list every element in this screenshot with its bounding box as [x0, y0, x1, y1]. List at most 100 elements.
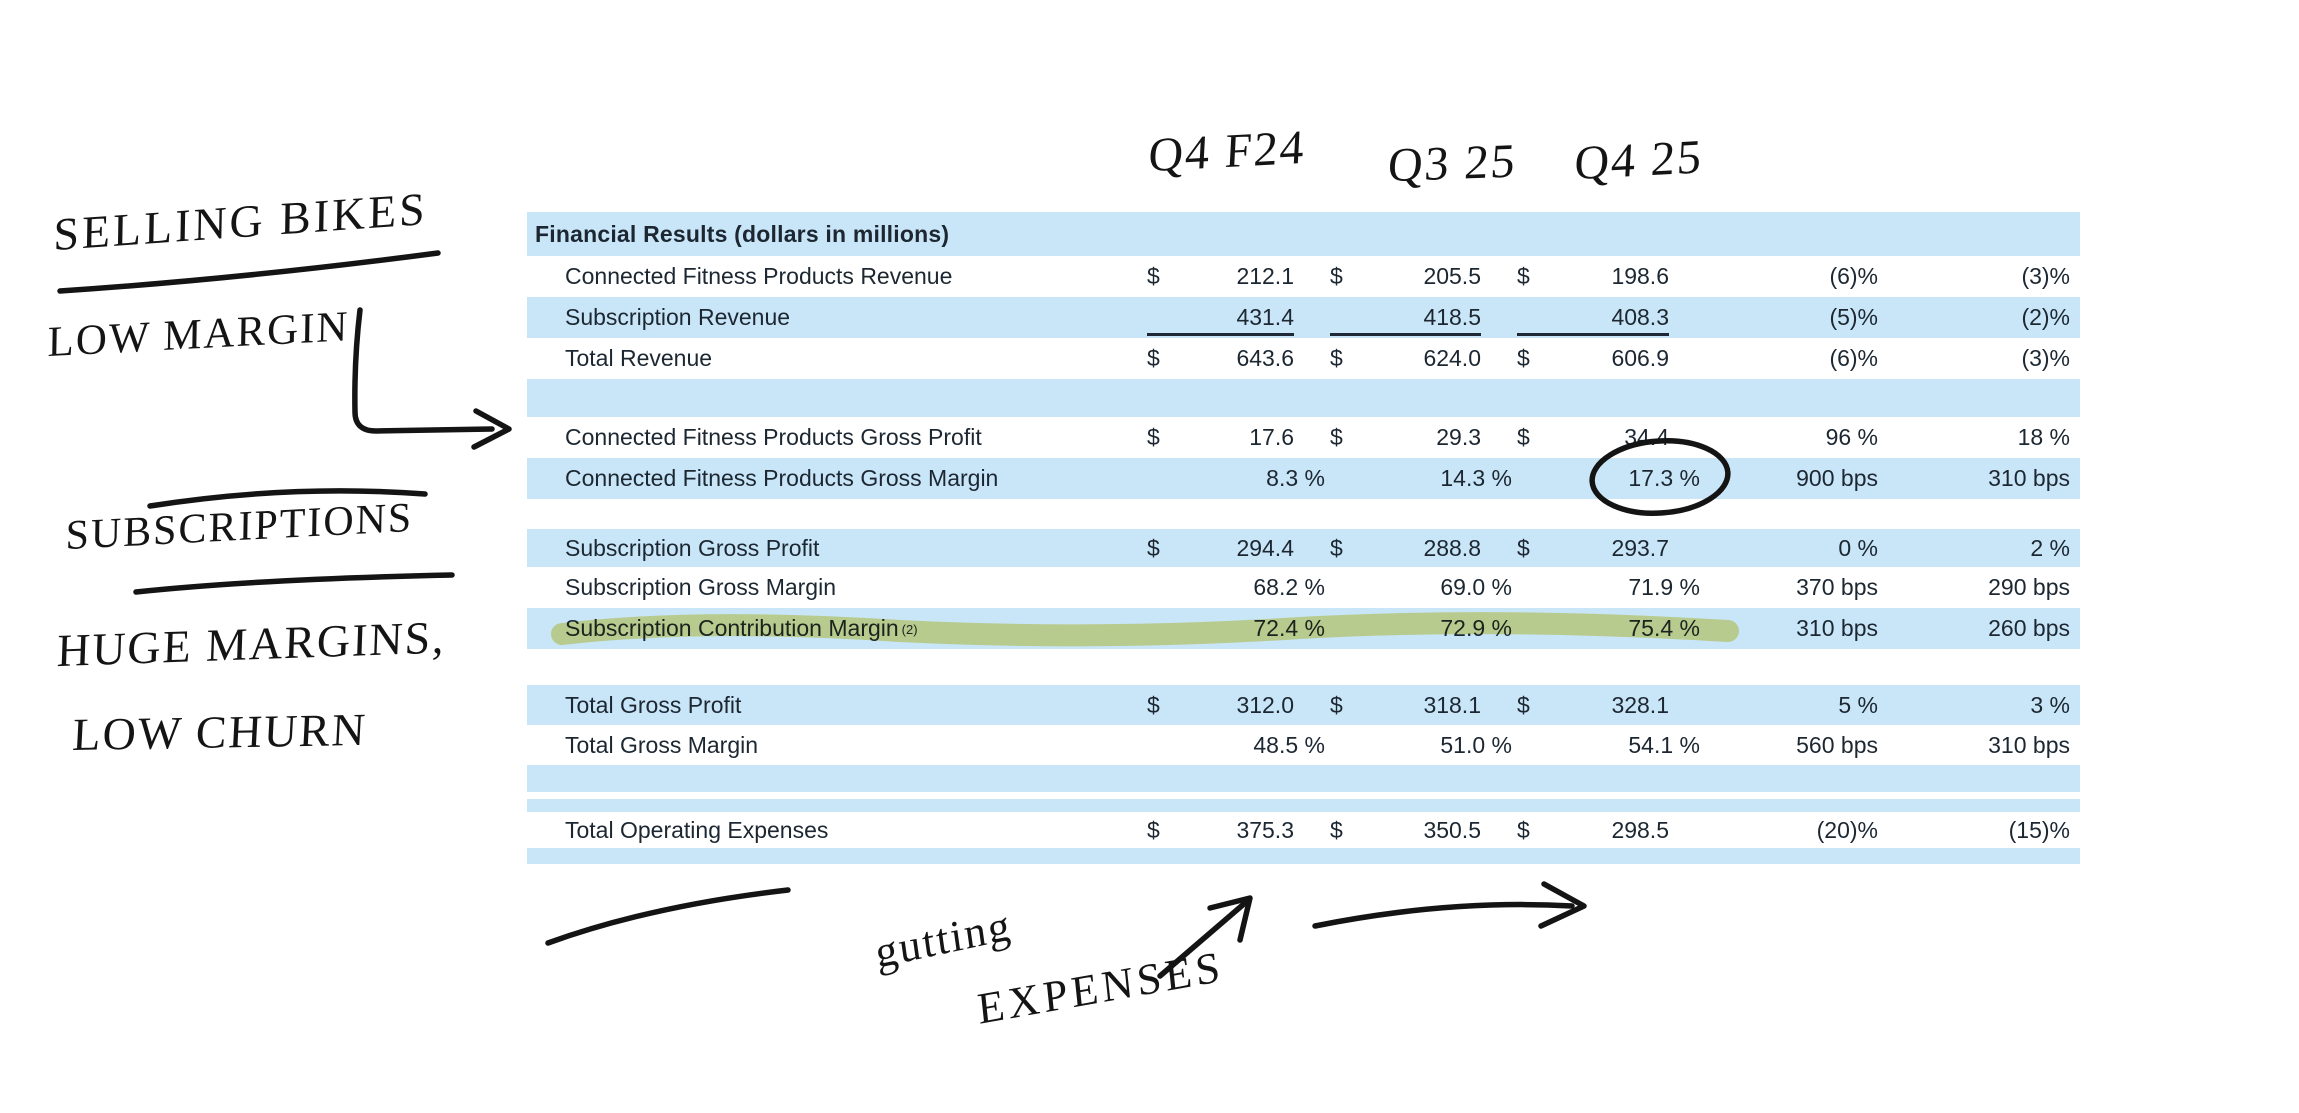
table-spacer-row [527, 792, 2080, 799]
value: 14.3 % [1440, 465, 1512, 491]
row-label: Connected Fitness Products Revenue [565, 263, 953, 289]
table-row: Connected Fitness Products Gross Profit $… [527, 417, 2080, 458]
table-row: Financial Results (dollars in millions) [527, 212, 2080, 256]
table-row: Total Gross Margin 48.5 % 51.0 % 54.1 % 560 … [527, 725, 2080, 765]
currency-symbol: $ [1330, 534, 1343, 561]
change-qoq-cell: (15)% [2008, 816, 2070, 843]
table-spacer-row [527, 799, 2080, 812]
row-label: Subscription Revenue [565, 304, 791, 330]
value-cell: 8.3 % [1147, 458, 1330, 499]
currency-symbol: $ [1517, 345, 1530, 371]
value-cell: $29.3 [1330, 417, 1517, 458]
value-cell: 71.9 % [1517, 567, 1705, 608]
value: 318.1 [1423, 691, 1481, 718]
table-row: Subscription Gross Profit $294.4 $288.8 $29… [527, 529, 2080, 567]
value: 212.1 [1236, 263, 1294, 289]
value-inner: 69.0 % [1330, 576, 1512, 599]
table-row: Connected Fitness Products Gross Margin 8… [527, 458, 2080, 499]
change-yoy-cell: 370 bps [1796, 574, 1878, 600]
value-inner: $17.6 [1147, 426, 1294, 449]
value-inner: 418.5 [1330, 306, 1481, 329]
value-inner: 72.9 % [1330, 617, 1512, 640]
value-inner: 48.5 % [1147, 733, 1325, 757]
value-cell: 14.3 % [1330, 458, 1517, 499]
value-inner: $205.5 [1330, 265, 1481, 288]
value: 72.9 % [1440, 615, 1512, 641]
value-inner: $606.9 [1517, 347, 1669, 370]
change-yoy-cell: (20)% [1816, 816, 1878, 843]
value-inner: $298.5 [1517, 818, 1669, 842]
currency-symbol: $ [1517, 263, 1530, 289]
value-cell: 72.4 % [1147, 608, 1330, 649]
value-inner: $34.4 [1517, 426, 1669, 449]
value-cell: 51.0 % [1330, 725, 1517, 765]
value-cell: $34.4 [1517, 417, 1705, 458]
value-inner: $198.6 [1517, 265, 1669, 288]
value: 408.3 [1611, 304, 1669, 330]
sum-rule [1330, 333, 1481, 336]
value-cell: $293.7 [1517, 529, 1705, 567]
trend-arrow [1312, 901, 1575, 929]
value-inner: 8.3 % [1147, 467, 1325, 490]
row-label: Total Gross Profit [565, 691, 742, 718]
value: 375.3 [1236, 816, 1294, 843]
value: 312.0 [1236, 691, 1294, 718]
table-row: Total Operating Expenses $375.3 $350.5 $298… [527, 812, 2080, 848]
change-yoy-cell: 5 % [1838, 691, 1878, 718]
value-inner: 14.3 % [1330, 467, 1512, 490]
value-inner: 17.3 % [1517, 467, 1700, 490]
value-cell: $212.1 [1147, 256, 1330, 297]
value: 418.5 [1423, 304, 1481, 330]
value-inner: 431.4 [1147, 306, 1294, 329]
value-cell: $350.5 [1330, 812, 1517, 848]
currency-symbol: $ [1147, 424, 1160, 450]
change-qoq-cell: (2)% [2021, 304, 2070, 330]
value-inner: $288.8 [1330, 534, 1481, 561]
currency-symbol: $ [1330, 345, 1343, 371]
currency-symbol: $ [1147, 816, 1160, 843]
change-yoy-cell: 310 bps [1796, 615, 1878, 641]
value-inner: 71.9 % [1517, 576, 1700, 599]
change-qoq-cell: 260 bps [1988, 615, 2070, 641]
table-row: Total Revenue $643.6 $624.0 $606.9 (6)% (3)% [527, 338, 2080, 379]
change-qoq-cell: (3)% [2021, 345, 2070, 371]
note-low-margin: LOW MARGIN [47, 303, 350, 367]
value: 17.3 % [1628, 465, 1700, 491]
table-spacer-row [527, 499, 2080, 529]
trend-arrowhead [1538, 881, 1587, 929]
currency-symbol: $ [1517, 691, 1530, 718]
currency-symbol: $ [1330, 816, 1343, 843]
table-row: Subscription Contribution Margin (2) 72.4 … [527, 608, 2080, 649]
value-cell: 68.2 % [1147, 567, 1330, 608]
table-spacer-row [527, 848, 2080, 864]
value-inner: $328.1 [1517, 691, 1669, 718]
low-margin-arrowhead [471, 408, 512, 450]
change-yoy-cell: 96 % [1825, 424, 1878, 450]
change-qoq-cell: 290 bps [1988, 574, 2070, 600]
value: 68.2 % [1253, 574, 1325, 600]
row-label: Connected Fitness Products Gross Margin [565, 465, 999, 491]
value: 71.9 % [1628, 574, 1700, 600]
note-subscriptions: SUBSCRIPTIONS [65, 494, 414, 560]
value-inner: $350.5 [1330, 816, 1481, 843]
change-qoq-cell: 310 bps [1988, 731, 2070, 758]
value-inner: 51.0 % [1330, 733, 1512, 757]
note-huge-margins: HUGE MARGINS, [56, 611, 447, 677]
change-yoy-cell: 900 bps [1796, 465, 1878, 491]
table-title: Financial Results (dollars in millions) [535, 220, 950, 247]
value-cell: $643.6 [1147, 338, 1330, 379]
value-cell: $312.0 [1147, 685, 1330, 725]
value: 205.5 [1423, 263, 1481, 289]
value-cell: $328.1 [1517, 685, 1705, 725]
value-cell: $198.6 [1517, 256, 1705, 297]
value: 8.3 % [1266, 465, 1325, 491]
change-qoq-cell: 310 bps [1988, 465, 2070, 491]
change-qoq-cell: 2 % [2030, 534, 2070, 561]
financial-table: Financial Results (dollars in millions) C… [527, 212, 2080, 864]
value-cell: 69.0 % [1330, 567, 1517, 608]
sum-rule [1517, 333, 1669, 336]
value-inner: 408.3 [1517, 306, 1669, 329]
table-row: Connected Fitness Products Revenue $212.1… [527, 256, 2080, 297]
value-cell: $294.4 [1147, 529, 1330, 567]
